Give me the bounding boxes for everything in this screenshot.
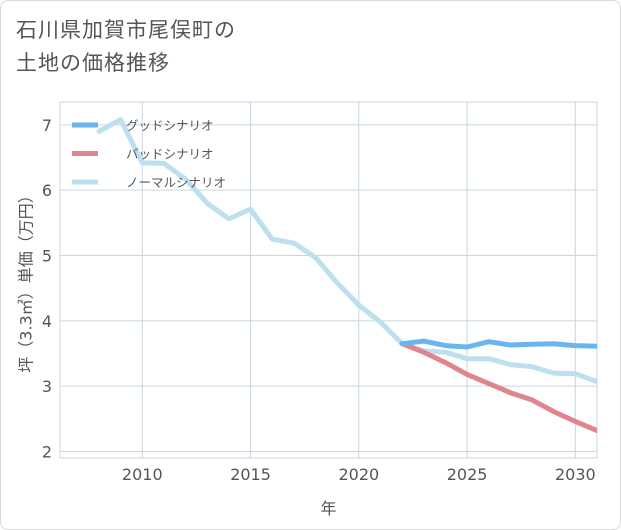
y-tick-label: 7 (42, 116, 52, 135)
grid-lines (60, 102, 597, 458)
chart-title-line2: 土地の価格推移 (16, 51, 170, 75)
x-tick-label: 2020 (338, 465, 379, 484)
legend-label-good: グッドシナリオ (126, 118, 214, 133)
y-tick-label: 3 (42, 377, 52, 396)
x-tick-label: 2025 (447, 465, 488, 484)
x-axis-label: 年 (320, 499, 336, 518)
chart-title: 石川県加賀市尾俣町の 土地の価格推移 (16, 14, 236, 80)
x-tick-label: 2010 (122, 465, 163, 484)
y-tick-label: 6 (42, 181, 52, 200)
y-tick-label: 4 (42, 312, 52, 331)
y-tick-label: 2 (42, 442, 52, 461)
x-tick-label: 2030 (555, 465, 596, 484)
y-axis-ticks: 2 3 4 5 6 7 (42, 116, 52, 462)
series-line-bad (399, 341, 597, 434)
series-line-good (399, 338, 597, 350)
series-layer (96, 117, 597, 434)
legend-label-normal: ノーマルシナリオ (126, 175, 226, 190)
y-tick-label: 5 (42, 247, 52, 266)
x-tick-label: 2015 (230, 465, 271, 484)
legend-label-bad: バッドシナリオ (126, 147, 214, 162)
chart-title-line1: 石川県加賀市尾俣町の (16, 18, 236, 42)
y-axis-label: 坪（3.3㎡）単価（万円） (17, 187, 36, 372)
series-line-normal (96, 117, 597, 385)
x-axis-ticks: 2010 2015 2020 2025 2030 (122, 465, 596, 484)
